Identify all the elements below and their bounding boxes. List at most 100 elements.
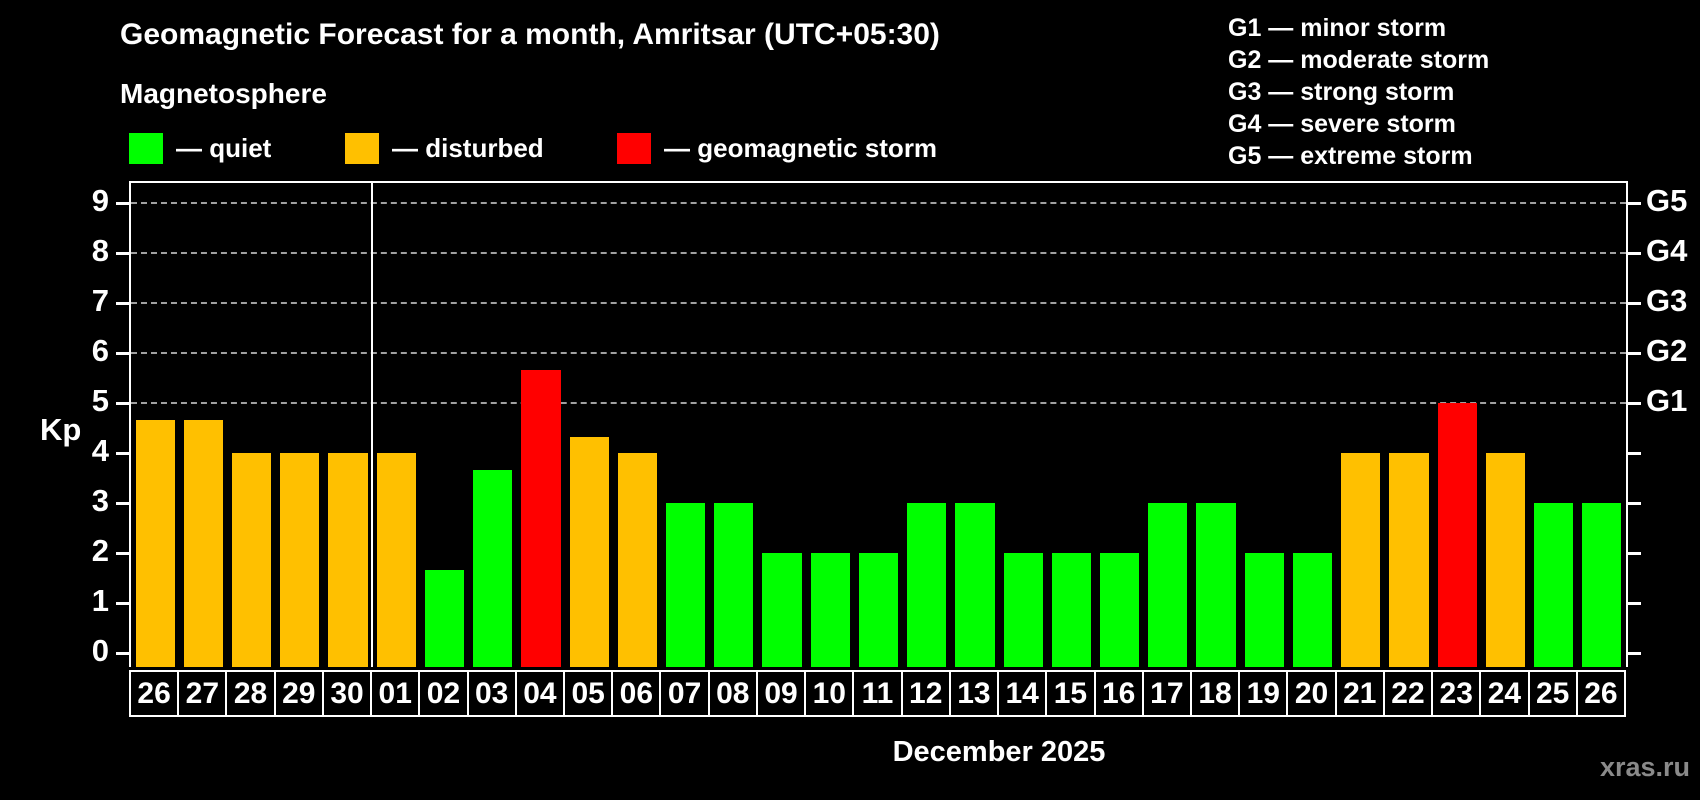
legend-label-storm: — geomagnetic storm [664, 132, 938, 163]
day-cell: 26 [1575, 670, 1626, 717]
day-cell: 15 [1045, 670, 1096, 717]
bar-day-17 [1148, 503, 1188, 667]
y-axis-tick-8 [116, 252, 129, 255]
chart-subtitle: Magnetosphere [120, 78, 327, 109]
bar-day-16 [1100, 553, 1140, 667]
right-axis-tick-8 [1628, 252, 1641, 255]
bar-day-02 [424, 569, 465, 667]
bar-day-06 [617, 453, 657, 667]
day-cell: 06 [611, 670, 662, 717]
y-axis-label-3: 3 [91, 483, 109, 518]
day-cell: 03 [466, 670, 517, 717]
x-axis-title: December 2025 [892, 736, 1106, 768]
bar-day-14 [1003, 553, 1043, 667]
day-cell: 04 [514, 670, 566, 717]
day-cell: 19 [1238, 670, 1289, 717]
gridline-kp6 [131, 352, 1626, 354]
right-axis-label-G5: G5 [1646, 183, 1688, 218]
right-axis-tick-9 [1628, 202, 1641, 205]
g-scale-legend-line-g1: G1 — minor storm [1228, 14, 1447, 42]
day-cell: 08 [707, 670, 758, 717]
y-axis-tick-4 [116, 452, 129, 455]
g-scale-legend-line-g2: G2 — moderate storm [1228, 46, 1490, 74]
bar-day-20 [1292, 553, 1333, 667]
right-axis-tick-2 [1628, 552, 1641, 555]
bar-day-19 [1244, 553, 1284, 667]
y-axis-tick-9 [116, 202, 129, 205]
right-axis-label-G1: G1 [1646, 383, 1688, 418]
day-cell: 07 [659, 670, 710, 717]
day-cell: 30 [321, 670, 373, 717]
day-cell: 22 [1382, 670, 1434, 717]
y-axis-tick-6 [116, 352, 129, 355]
day-cell: 28 [225, 670, 276, 717]
day-cell: 13 [948, 670, 1000, 717]
legend-item-storm: — geomagnetic storm [617, 131, 937, 165]
day-cell: 14 [997, 670, 1048, 717]
day-cell: 02 [418, 670, 469, 717]
day-cell: 09 [755, 670, 807, 717]
day-cell: 12 [900, 670, 951, 717]
gridline-kp7 [131, 302, 1626, 304]
bar-day-09 [762, 553, 802, 667]
right-axis-tick-7 [1628, 302, 1641, 305]
y-axis-label-1: 1 [91, 583, 109, 618]
bar-day-24 [1485, 453, 1526, 667]
bar-day-03 [473, 469, 513, 667]
bar-day-28 [231, 453, 272, 667]
bar-day-29 [280, 453, 320, 667]
bar-day-18 [1196, 503, 1236, 667]
bar-day-12 [907, 503, 947, 667]
day-cell: 20 [1286, 670, 1337, 717]
day-cell: 05 [563, 670, 614, 717]
right-axis-label-G4: G4 [1646, 233, 1688, 268]
day-cell: 10 [804, 670, 855, 717]
legend-item-disturbed: — disturbed [345, 131, 544, 165]
right-axis-tick-0 [1628, 652, 1641, 655]
g-scale-legend-line-g3: G3 — strong storm [1228, 78, 1455, 106]
gridline-kp8 [131, 252, 1626, 254]
bar-day-26 [1582, 503, 1622, 667]
legend-label-disturbed: — disturbed [392, 132, 544, 163]
legend-label-quiet: — quiet [176, 132, 272, 163]
g-scale-legend-line-g4: G4 — severe storm [1228, 110, 1456, 138]
y-axis-tick-1 [116, 602, 129, 605]
plot-area: 0 1 2 3 4 5 6 7 8 9 G1 G2 G3 G4 G5 [92, 181, 1687, 668]
bar-day-10 [810, 553, 850, 667]
bar-day-27 [183, 419, 223, 667]
y-axis-title: Kp [40, 412, 82, 447]
watermark: xras.ru [1599, 752, 1690, 782]
day-cell: 23 [1431, 670, 1482, 717]
x-axis-day-row: 26 27 28 29 30 01 02 03 04 05 06 07 08 09 10 11 12 13 14 15… [129, 670, 1628, 717]
y-axis-label-5: 5 [91, 383, 109, 418]
y-axis-label-9: 9 [91, 183, 109, 218]
bar-day-22 [1389, 453, 1429, 667]
day-cell: 29 [273, 670, 324, 717]
y-axis-label-2: 2 [91, 533, 109, 568]
bar-day-08 [714, 503, 754, 667]
day-cell: 27 [177, 670, 228, 717]
chart-title: Geomagnetic Forecast for a month, Amrits… [120, 18, 940, 51]
y-axis-tick-5 [116, 402, 129, 405]
day-cell: 24 [1479, 670, 1530, 717]
bar-day-05 [569, 436, 609, 667]
day-cell: 18 [1189, 670, 1241, 717]
day-cell: 11 [852, 670, 903, 717]
storm-color-swatch [617, 132, 651, 164]
y-axis-tick-3 [116, 502, 129, 505]
y-axis-label-0: 0 [91, 633, 109, 668]
y-axis-label-8: 8 [91, 233, 109, 268]
right-axis-tick-3 [1628, 502, 1641, 505]
month-separator-line [371, 183, 374, 667]
gridline-kp9 [131, 202, 1626, 204]
g-scale-legend-line-g5: G5 — extreme storm [1228, 142, 1473, 170]
legend-item-quiet: — quiet [129, 131, 271, 165]
y-axis-tick-7 [116, 302, 129, 305]
right-axis-tick-5 [1628, 402, 1641, 405]
bar-day-26 [135, 419, 175, 667]
g-scale-legend: G1 — minor storm G2 — moderate storm G3 … [1228, 12, 1489, 172]
y-axis-label-6: 6 [91, 333, 109, 368]
right-axis-tick-6 [1628, 352, 1641, 355]
bar-day-15 [1051, 553, 1091, 667]
